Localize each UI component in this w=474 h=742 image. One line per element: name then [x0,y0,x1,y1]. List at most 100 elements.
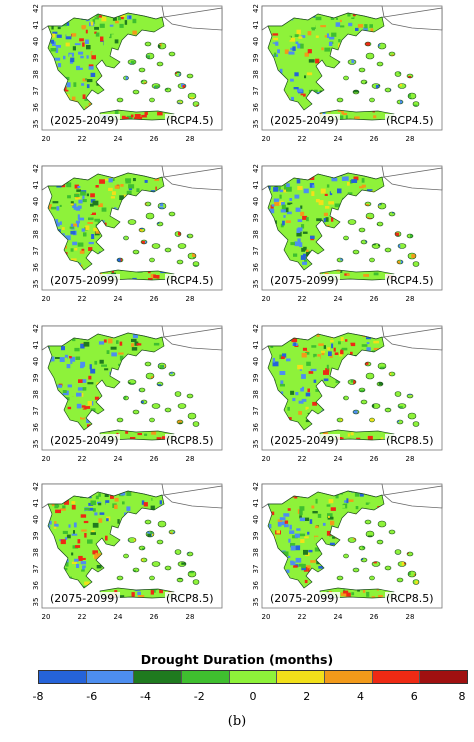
island-outline [343,395,349,401]
island-outline [406,393,414,399]
map-panel-2: 20 22 24 26 28 35 36 37 38 39 40 41 42 (2025-2049) (RC… [252,4,456,160]
island-outline [144,41,152,47]
x-tick-label: 28 [186,455,195,463]
period-label: (2075-2099) [269,592,340,605]
island-outline [364,519,372,525]
y-tick-label: 35 [252,280,260,289]
map-svg: 20 22 24 26 28 35 36 37 38 39 40 41 42 [32,4,223,143]
island-outline [127,537,137,543]
island-outline [347,219,357,225]
island-outline [145,212,155,220]
y-tick-label: 41 [32,341,40,350]
y-tick-label: 39 [252,532,260,541]
y-tick-label: 37 [252,247,260,256]
scenario-label: (RCP8.5) [385,434,435,447]
island-outline [157,520,167,528]
y-tick-label: 37 [252,87,260,96]
legend-tick-label: 6 [410,690,418,703]
y-tick-label: 41 [252,499,260,508]
coastline [47,332,165,431]
island-outline [343,553,349,559]
island-outline [138,545,146,551]
map-svg: 20 22 24 26 28 35 36 37 38 39 40 41 42 [252,4,443,143]
x-tick-label: 24 [334,135,343,143]
island-outline [187,570,197,578]
x-tick-label: 20 [262,295,271,303]
y-tick-label: 36 [252,423,260,432]
island-outline [396,259,404,265]
legend-tick-label: -8 [32,690,44,703]
island-outline [157,42,167,50]
map-panel-1: 20 22 24 26 28 35 36 37 38 39 40 41 42 (2025-2049) (RC… [32,4,236,160]
island-outline [360,239,368,245]
island-outline [132,249,140,255]
island-outline [347,59,357,65]
y-tick-label: 35 [32,120,40,129]
island-outline [376,221,384,227]
island-outline [377,362,387,370]
island-outline [384,565,392,571]
y-tick-label: 40 [32,357,40,366]
x-tick-label: 24 [114,295,123,303]
island-outline [187,412,197,420]
x-tick-label: 26 [370,613,379,621]
island-outline [358,227,366,233]
map-panel-4: 20 22 24 26 28 35 36 37 38 39 40 41 42 (2075-2099) (RC… [252,164,456,320]
island-outline [360,399,368,405]
y-tick-label: 36 [32,103,40,112]
island-outline [149,575,155,581]
island-outline [365,212,375,220]
island-outline [384,87,392,93]
island-outline [164,407,172,413]
x-tick-label: 22 [78,455,87,463]
island-outline [406,73,414,79]
y-tick-label: 38 [252,230,260,239]
scenario-label: (RCP8.5) [165,434,215,447]
island-outline [365,372,375,380]
island-outline [343,235,349,241]
island-outline [132,567,140,573]
y-tick-label: 36 [32,581,40,590]
island-outline [164,565,172,571]
island-outline [116,417,124,423]
island-outline [358,67,366,73]
y-tick-label: 40 [252,197,260,206]
island-outline [176,577,184,583]
coastline [267,490,385,589]
island-outline [192,101,200,107]
island-outline [364,41,372,47]
legend-tick-label: -4 [140,690,151,703]
x-tick-label: 20 [42,613,51,621]
island-outline [388,529,396,535]
island-outline [187,252,197,260]
map-panel-3: 20 22 24 26 28 35 36 37 38 39 40 41 42 (2075-2099) (RC… [32,164,236,320]
island-outline [157,202,167,210]
island-outline [376,381,384,387]
map-svg: 20 22 24 26 28 35 36 37 38 39 40 41 42 [32,164,223,303]
y-tick-label: 40 [32,197,40,206]
y-tick-label: 35 [252,440,260,449]
island-outline [336,97,344,103]
scenario-label: (RCP4.5) [165,274,215,287]
y-tick-label: 41 [32,181,40,190]
island-outline [116,97,124,103]
island-outline [369,257,375,263]
island-outline [151,243,161,249]
island-outline [145,52,155,60]
island-outline [132,409,140,415]
island-outline [138,227,146,233]
island-outline [138,387,146,393]
scenario-label: (RCP4.5) [165,114,215,127]
period-label: (2075-2099) [49,592,120,605]
island-outline [407,252,417,260]
x-tick-label: 26 [370,135,379,143]
x-tick-label: 24 [334,295,343,303]
y-tick-label: 36 [252,103,260,112]
x-tick-label: 22 [78,135,87,143]
x-tick-label: 26 [150,455,159,463]
period-label: (2025-2049) [269,114,340,127]
map-svg: 20 22 24 26 28 35 36 37 38 39 40 41 42 [32,482,223,621]
x-tick-label: 22 [298,455,307,463]
y-tick-label: 37 [32,565,40,574]
island-outline [156,61,164,67]
